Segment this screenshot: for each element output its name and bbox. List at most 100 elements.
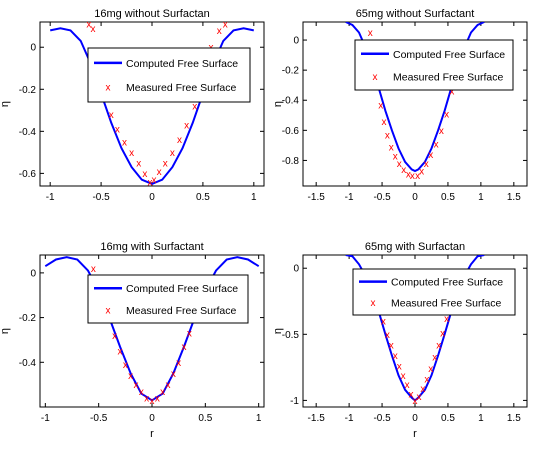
legend-entry-computed: Computed Free Surface	[393, 49, 505, 61]
measured-point: x	[118, 347, 123, 358]
x-tick-label: -0.5	[92, 192, 110, 203]
legend-marker-swatch: x	[106, 83, 111, 94]
y-tick-label: -0.6	[19, 169, 37, 180]
legend: Computed Free Surface x Measured Free Surf…	[354, 39, 514, 91]
measured-point: x	[378, 100, 383, 111]
y-tick-label: 0	[293, 36, 299, 47]
measured-point: x	[393, 351, 398, 362]
legend-box	[352, 268, 516, 316]
x-tick-label: 0	[412, 413, 418, 424]
x-tick-label: 1	[256, 413, 262, 424]
x-tick-label: 1	[478, 192, 484, 203]
measured-point: x	[401, 165, 406, 176]
measured-point: x	[401, 371, 406, 382]
measured-point: x	[139, 387, 144, 398]
measured-point: x	[385, 130, 390, 141]
legend-entry-computed: Computed Free Surface	[126, 58, 238, 70]
x-tick-label: 1.5	[507, 413, 521, 424]
x-tick-label: -1	[345, 192, 354, 203]
y-tick-label: -0.4	[19, 358, 37, 369]
y-tick-label: -0.2	[282, 66, 300, 77]
measured-point: x	[160, 387, 165, 398]
legend: Computed Free Surface x Measured Free Surf…	[352, 268, 516, 316]
legend: Computed Free Surface x Measured Free Surf…	[87, 274, 249, 324]
x-tick-label: -1	[46, 192, 55, 203]
measured-point: x	[170, 148, 175, 159]
legend-box	[354, 39, 514, 91]
measured-point: x	[439, 126, 444, 137]
measured-point: x	[134, 380, 139, 391]
x-tick-label: 0	[412, 192, 418, 203]
measured-point: x	[155, 394, 160, 405]
legend-entry-computed: Computed Free Surface	[391, 277, 503, 289]
x-axis-label: r	[413, 428, 417, 440]
x-tick-label: 1	[478, 413, 484, 424]
x-tick-label: -1.5	[308, 413, 326, 424]
chart-title: 16mg with Surfactant	[100, 241, 203, 253]
measured-point: x	[176, 358, 181, 369]
x-tick-label: -1.5	[308, 192, 326, 203]
y-axis-label: η	[0, 101, 11, 107]
y-axis-label: η	[272, 328, 284, 334]
measured-point: x	[424, 375, 429, 386]
chart-panel-2: 65mg without Surfactant -1.5 -1 -0.5 0 0.5 1 1.…	[272, 8, 528, 203]
y-tick-label: -0.4	[19, 127, 37, 138]
x-tick-label: 0	[149, 413, 155, 424]
measured-point: x	[385, 330, 390, 341]
y-tick-label: 0	[30, 43, 36, 54]
measured-point: x	[217, 26, 222, 37]
measured-point: x	[382, 117, 387, 128]
measured-point: x	[86, 20, 91, 31]
measured-point: x	[432, 352, 437, 363]
y-axis-label: η	[272, 101, 284, 107]
measured-point: x	[152, 175, 157, 186]
measured-point: x	[389, 142, 394, 153]
x-tick-label: 0	[149, 192, 155, 203]
y-tick-label: -0.2	[19, 313, 37, 324]
measured-point: x	[136, 158, 141, 169]
legend-marker-swatch: x	[106, 305, 111, 316]
x-tick-label: 0.5	[441, 192, 455, 203]
measured-point: x	[389, 340, 394, 351]
measured-point: x	[419, 166, 424, 177]
x-tick-label: -1	[41, 413, 50, 424]
measured-point: x	[142, 169, 147, 180]
measured-point: x	[166, 380, 171, 391]
measured-point: x	[397, 362, 402, 373]
measured-point: x	[184, 121, 189, 132]
measured-point: x	[112, 331, 117, 342]
measured-point: x	[416, 392, 421, 403]
measured-point: x	[187, 329, 192, 340]
measured-point: x	[144, 394, 149, 405]
chart-title: 65mg with Surfactan	[365, 241, 465, 253]
measured-point: x	[91, 264, 96, 275]
measured-point: x	[428, 150, 433, 161]
measured-point: x	[405, 380, 410, 391]
legend-entry-computed: Computed Free Surface	[126, 283, 238, 295]
legend-marker-swatch: x	[373, 72, 378, 83]
measured-point: x	[393, 151, 398, 162]
measured-point: x	[171, 369, 176, 380]
measured-point: x	[192, 102, 197, 113]
measured-point: x	[428, 364, 433, 375]
x-tick-label: 1	[251, 192, 257, 203]
measured-point: x	[115, 125, 120, 136]
chart-title: 16mg without Surfactan	[94, 8, 210, 20]
legend-entry-measured: Measured Free Surface	[393, 71, 503, 83]
chart-panel-3: 16mg with Surfactant -1 -0.5 0 0.5 1 0 -0.2 -0.4…	[0, 241, 265, 440]
measured-point: x	[410, 171, 415, 182]
measured-point: x	[122, 137, 127, 148]
x-tick-label: 0.5	[196, 192, 210, 203]
chart-panel-4: 65mg with Surfactan -1.5 -1 -0.5 0 0.5 1 1.5 0 -0…	[272, 241, 528, 440]
x-tick-label: -1	[345, 413, 354, 424]
y-tick-label: -0.6	[282, 126, 300, 137]
measured-point: x	[90, 24, 95, 35]
y-tick-label: -0.2	[19, 85, 37, 96]
chart-panel-1: 16mg without Surfactan -1 -0.5 0 0.5 1 0 -0.2 -0…	[0, 8, 265, 203]
measured-point: x	[177, 135, 182, 146]
measured-point: x	[397, 159, 402, 170]
measured-point: x	[420, 384, 425, 395]
measured-point: x	[449, 87, 454, 98]
measured-point: x	[368, 28, 373, 39]
